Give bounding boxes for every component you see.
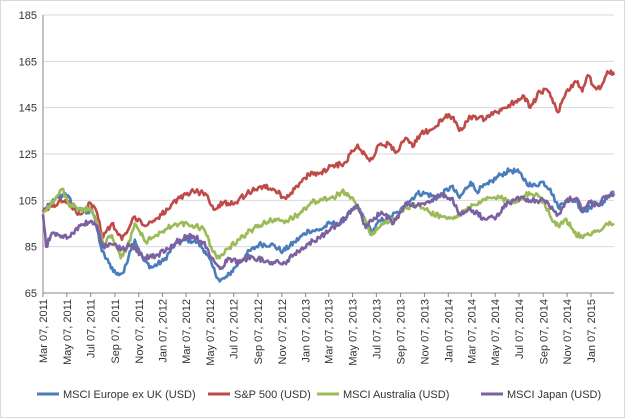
x-tick-label: Mar 07, 2011 <box>38 299 50 363</box>
x-tick-label: Jan 07, 2013 <box>301 299 313 363</box>
x-tick-label: Nov 07, 2013 <box>419 299 431 364</box>
legend-label-2: MSCI Australia (USD) <box>343 389 449 401</box>
x-tick-label: May 07, 2012 <box>205 299 217 366</box>
x-tick-label: Jul 07, 2014 <box>514 299 526 359</box>
x-tick-label: Sep 07, 2012 <box>253 299 265 364</box>
y-tick-label: 145 <box>19 103 37 115</box>
axes <box>42 15 614 297</box>
x-tick-label: Mar 07, 2013 <box>324 299 336 364</box>
x-tick-label: Sep 07, 2013 <box>396 299 408 364</box>
y-tick-label: 165 <box>19 56 37 68</box>
x-tick-label: May 07, 2011 <box>62 299 74 365</box>
x-tick-label: May 07, 2013 <box>348 299 360 366</box>
x-tick-label: Jan 07, 2012 <box>158 299 170 363</box>
series-lines <box>41 69 616 283</box>
x-tick-label: Jan 07, 2015 <box>586 299 598 363</box>
x-tick-label: Sep 07, 2014 <box>538 299 550 364</box>
x-tick-label: Nov 07, 2014 <box>562 299 574 364</box>
series-line-1 <box>41 69 616 241</box>
legend-label-1: S&P 500 (USD) <box>234 389 311 401</box>
y-tick-label: 185 <box>19 10 37 22</box>
x-tick-label: Mar 07, 2014 <box>466 299 478 364</box>
x-tick-label: Mar 07, 2012 <box>181 299 193 364</box>
x-tick-label: Nov 07, 2011 <box>134 299 146 364</box>
y-tick-label: 125 <box>19 149 37 161</box>
x-tick-labels: Mar 07, 2011 May 07, 2011 Jul 07, 2011 Sep … <box>38 299 598 366</box>
series-line-3 <box>41 192 616 271</box>
legend-label-3: MSCI Japan (USD) <box>507 389 601 401</box>
y-tick-label: 85 <box>25 242 37 254</box>
x-tick-label: Jan 07, 2014 <box>443 299 455 363</box>
x-tick-label: Nov 07, 2012 <box>277 299 289 364</box>
legend-label-0: MSCI Europe ex UK (USD) <box>63 389 196 401</box>
x-tick-label: Jul 07, 2011 <box>86 299 98 358</box>
y-tick-label: 105 <box>19 195 37 207</box>
series-line-0 <box>41 167 615 283</box>
x-tick-label: May 07, 2014 <box>490 299 502 366</box>
x-tick-label: Jul 07, 2012 <box>229 299 241 359</box>
x-tick-label: Sep 07, 2011 <box>110 299 122 364</box>
legend: MSCI Europe ex UK (USD) S&P 500 (USD) MSCI… <box>37 389 601 401</box>
x-tick-label: Jul 07, 2013 <box>371 299 383 359</box>
y-tick-labels: 65 85 105 125 145 165 185 <box>19 10 37 300</box>
y-tick-label: 65 <box>25 288 37 300</box>
